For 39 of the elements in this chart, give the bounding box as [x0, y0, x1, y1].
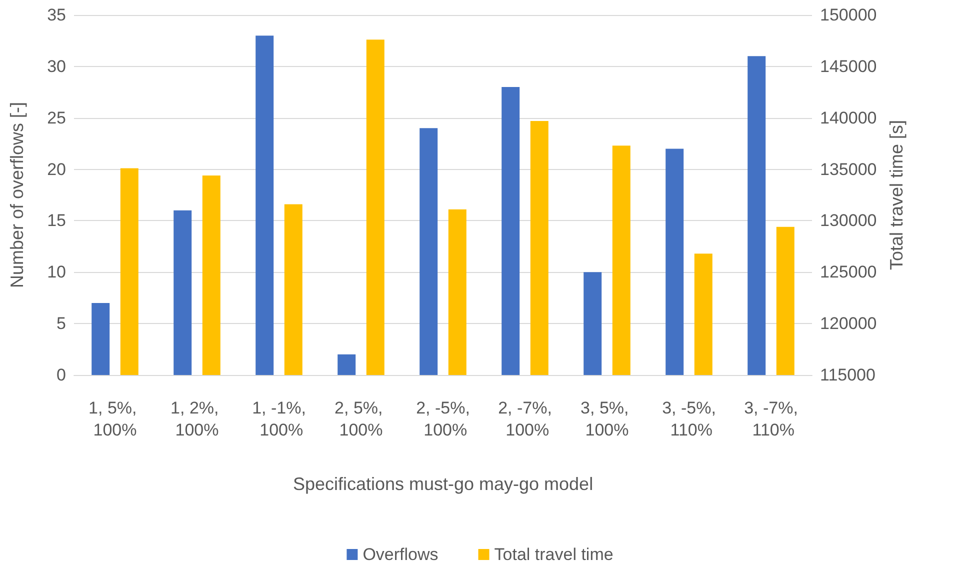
bar	[584, 272, 602, 375]
y-tick-label: 30	[47, 56, 66, 76]
x-tick-label: 1, 2%, 100%	[170, 398, 224, 440]
y2-tick-label: 115000	[820, 366, 876, 384]
y2-tick-label: 145000	[820, 56, 877, 76]
y2-tick-label: 125000	[820, 262, 877, 282]
y-tick-label: 5	[56, 314, 66, 334]
bar	[174, 210, 192, 375]
y-tick-label: 0	[56, 366, 66, 384]
y-tick-label: 35	[47, 6, 66, 24]
y-axis-title: Number of overflows [-]	[7, 102, 27, 288]
legend-label: Overflows	[362, 545, 438, 564]
x-tick-label: 2, -5%, 100%	[416, 398, 470, 440]
x-tick-label: 1, -1%, 100%	[252, 398, 306, 440]
y-tick-label: 15	[47, 211, 66, 230]
y2-tick-label: 150000	[820, 6, 877, 24]
bar	[420, 128, 438, 375]
legend-label: Total travel time	[494, 545, 614, 564]
y2-tick-label: 120000	[820, 314, 877, 334]
x-tick-label: 1, 5%, 100%	[88, 398, 142, 440]
bar	[256, 36, 274, 375]
x-tick-label: 3, -7%, 110%	[744, 398, 798, 440]
bar	[748, 56, 766, 375]
bar	[338, 354, 356, 375]
x-axis-title: Specifications must-go may-go model	[292, 474, 594, 494]
bar	[502, 87, 520, 375]
x-tick-label: 2, -7%, 100%	[498, 398, 552, 440]
y2-tick-label: 140000	[820, 108, 877, 128]
bar	[666, 148, 684, 375]
y-tick-label: 25	[47, 108, 66, 128]
y2-tick-label: 130000	[820, 211, 877, 230]
x-tick-label: 2, 5%, 100%	[334, 398, 388, 440]
y-tick-label: 20	[47, 160, 66, 179]
y-tick-label: 10	[47, 262, 66, 282]
x-tick-label: 3, 5%, 100%	[580, 398, 634, 440]
x-tick-label: 3, -5%, 110%	[662, 398, 716, 440]
y2-tick-label: 135000	[820, 160, 877, 179]
y2-axis-title: Total travel time [s]	[886, 120, 907, 270]
bar	[92, 303, 110, 375]
